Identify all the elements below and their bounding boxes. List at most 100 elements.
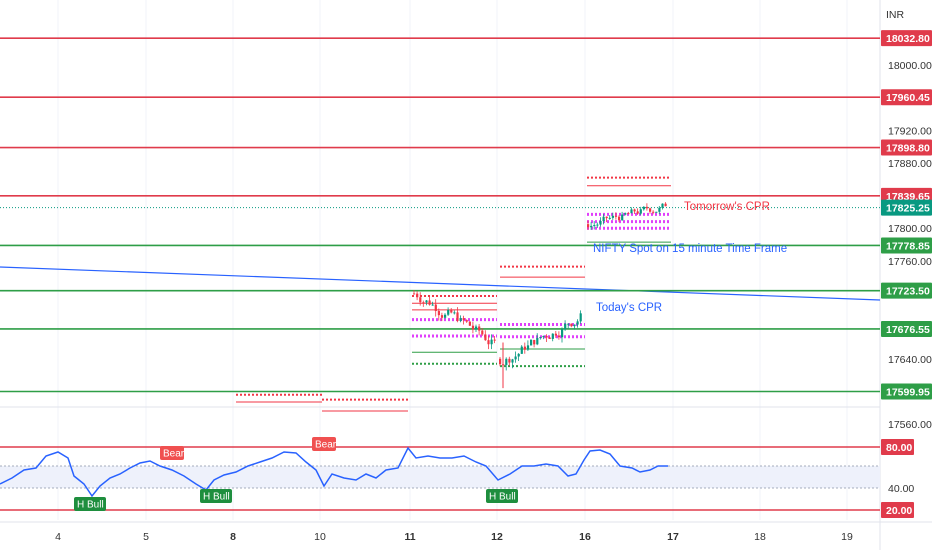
candle-body bbox=[434, 304, 437, 312]
candlestick-series bbox=[413, 202, 667, 389]
candle-body bbox=[633, 209, 636, 212]
candle-body bbox=[419, 297, 422, 303]
badge-label: Bear bbox=[163, 449, 185, 460]
trendline-layer bbox=[0, 266, 881, 301]
rsi-level-tag: 20.00 bbox=[881, 502, 914, 518]
candle-body bbox=[487, 340, 490, 345]
rsi-level-tag-bg bbox=[881, 439, 914, 455]
time-axis-tick-label: 18 bbox=[754, 531, 766, 543]
candle-body bbox=[526, 345, 530, 350]
last-price-tag-text: 17825.25 bbox=[886, 203, 930, 215]
candle-body bbox=[459, 318, 462, 321]
price-axis: 18000.00 17920.00 17880.00 17800.00 17760.00… bbox=[881, 30, 932, 431]
candle-body bbox=[533, 339, 536, 345]
price-level-tag-text: 17723.50 bbox=[886, 286, 930, 298]
candle-body bbox=[593, 225, 596, 227]
candle-body bbox=[627, 213, 630, 215]
bear-divergence-badge: Bear bbox=[312, 437, 337, 451]
candle-body bbox=[649, 208, 652, 212]
candle-body bbox=[557, 335, 561, 338]
candle-body bbox=[608, 217, 611, 219]
price-axis-tick-label: 17800.00 bbox=[888, 223, 932, 235]
price-level-tag-bg bbox=[881, 89, 932, 106]
price-level-tag-text: 17960.45 bbox=[886, 92, 930, 104]
candle-body bbox=[652, 211, 655, 213]
candle-body bbox=[661, 203, 664, 208]
rsi-band bbox=[0, 466, 880, 488]
candle-body bbox=[642, 206, 645, 210]
price-level-tag: 17676.55 bbox=[881, 320, 932, 337]
badge-bg bbox=[200, 489, 232, 503]
time-axis-tick-label: 10 bbox=[314, 531, 326, 543]
time-axis-tick-label: 11 bbox=[404, 531, 415, 543]
candle-body bbox=[468, 321, 471, 326]
price-axis-tick-label: 17920.00 bbox=[888, 125, 932, 137]
time-axis-tick-label: 19 bbox=[841, 531, 853, 543]
bull-divergence-badge: H Bull bbox=[486, 489, 518, 503]
candle-body bbox=[450, 309, 453, 313]
time-axis-tick-label: 4 bbox=[55, 531, 61, 543]
last-price-tag: 17825.25 bbox=[881, 199, 932, 216]
candle-body bbox=[611, 215, 614, 218]
price-level-tag: 17778.85 bbox=[881, 237, 932, 254]
candle-body bbox=[422, 302, 425, 304]
candle-body bbox=[564, 323, 567, 330]
grid bbox=[0, 0, 881, 550]
candle-body bbox=[576, 321, 579, 325]
candle-body bbox=[481, 330, 484, 335]
rsi-level-tag-text: 80.00 bbox=[886, 442, 912, 454]
candle-body bbox=[658, 207, 661, 212]
time-axis-tick-label: 12 bbox=[491, 531, 503, 543]
bull-divergence-badge: H Bull bbox=[200, 489, 232, 503]
candle-body bbox=[539, 337, 542, 339]
price-level-tag-bg bbox=[881, 320, 932, 337]
candle-body bbox=[602, 216, 605, 221]
last-price-tag-bg bbox=[881, 199, 932, 216]
candle-body bbox=[639, 209, 642, 214]
candle-body bbox=[636, 211, 639, 214]
price-axis-tick-label: 17560.00 bbox=[888, 419, 932, 431]
currency-label: INR bbox=[886, 9, 905, 21]
tomorrow-cpr-label: Tomorrow's CPR bbox=[684, 201, 770, 213]
time-axis-tick-label: 16 bbox=[579, 531, 591, 543]
trendline bbox=[0, 266, 881, 301]
timeframe-note-label: NIFTY Spot on 15 minute Time Frame bbox=[593, 243, 787, 255]
candle-body bbox=[471, 325, 475, 330]
price-level-tag: 17599.95 bbox=[881, 383, 932, 400]
candle-body bbox=[431, 304, 434, 306]
candle-body bbox=[456, 312, 459, 321]
price-level-tag-text: 18032.80 bbox=[886, 33, 930, 45]
candle-body bbox=[618, 216, 621, 221]
candle-body bbox=[514, 356, 517, 360]
rsi-line bbox=[0, 446, 668, 498]
candle-body bbox=[573, 324, 576, 327]
candle-body bbox=[523, 346, 526, 350]
candle-body bbox=[478, 326, 481, 331]
price-level-tag-bg bbox=[881, 383, 932, 400]
time-axis-tick-label: 5 bbox=[143, 531, 149, 543]
rsi-axis-label: 40.00 bbox=[888, 483, 914, 495]
candle-body bbox=[599, 220, 602, 225]
time-axis: 4 5 8 10 11 12 16 17 18 19 bbox=[0, 521, 932, 543]
price-level-tag-text: 17599.95 bbox=[886, 386, 930, 398]
candle-body bbox=[505, 358, 508, 365]
bull-divergence-badge: H Bull bbox=[74, 497, 106, 511]
candle-body bbox=[605, 216, 608, 219]
candle-body bbox=[530, 339, 533, 346]
candle-body bbox=[630, 209, 633, 214]
candle-body bbox=[545, 335, 548, 338]
price-level-tag: 17898.80 bbox=[881, 139, 932, 156]
candle-body bbox=[520, 346, 523, 354]
candle-body bbox=[554, 333, 557, 336]
pivot-levels bbox=[0, 37, 880, 393]
badge-bg bbox=[486, 489, 518, 503]
price-level-tag-bg bbox=[881, 237, 932, 254]
candle-body bbox=[440, 315, 444, 318]
candle-body bbox=[475, 326, 478, 330]
candle-body bbox=[551, 333, 554, 339]
candle-body bbox=[508, 358, 511, 363]
candle-body bbox=[621, 214, 624, 221]
candle-body bbox=[416, 293, 419, 298]
